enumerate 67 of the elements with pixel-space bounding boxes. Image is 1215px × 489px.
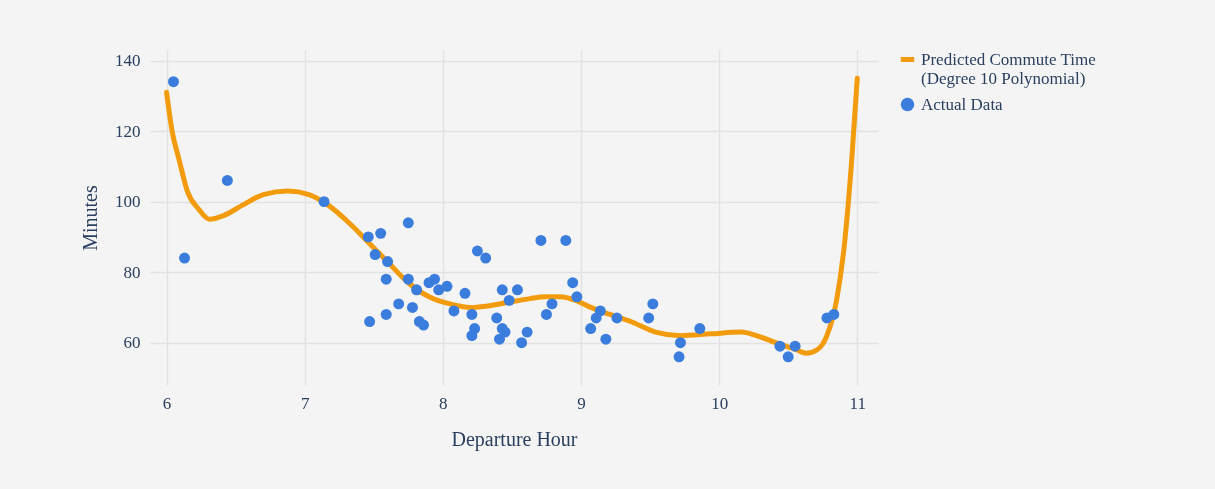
point bbox=[402, 217, 414, 229]
point bbox=[429, 273, 441, 285]
point bbox=[406, 301, 418, 313]
legend-label: Predicted Commute Time (Degree 10 Polynomial) bbox=[921, 49, 1096, 88]
point bbox=[560, 234, 572, 246]
x-tick-label: 9 bbox=[577, 393, 586, 413]
point bbox=[375, 227, 387, 239]
point bbox=[494, 333, 505, 345]
point bbox=[611, 312, 623, 324]
point bbox=[441, 280, 453, 292]
point bbox=[585, 323, 597, 335]
point bbox=[168, 76, 179, 88]
point bbox=[673, 351, 685, 363]
point bbox=[600, 333, 612, 345]
point bbox=[318, 196, 330, 208]
point bbox=[471, 245, 483, 257]
point bbox=[496, 284, 508, 296]
y-tick-label: 120 bbox=[115, 121, 141, 141]
point bbox=[535, 234, 547, 246]
point bbox=[380, 309, 392, 320]
x-tick-label: 8 bbox=[439, 393, 448, 413]
point bbox=[540, 309, 552, 320]
point bbox=[369, 249, 381, 260]
point bbox=[694, 323, 706, 335]
point bbox=[546, 298, 558, 310]
point bbox=[774, 340, 786, 352]
point bbox=[674, 337, 686, 349]
point bbox=[647, 298, 659, 310]
point bbox=[789, 340, 801, 352]
legend-label: Actual Data bbox=[921, 94, 1004, 114]
point bbox=[433, 284, 445, 296]
point bbox=[491, 312, 503, 324]
point bbox=[571, 291, 583, 303]
point bbox=[521, 326, 533, 338]
point bbox=[221, 175, 233, 186]
point bbox=[511, 284, 523, 296]
point bbox=[567, 277, 579, 289]
point bbox=[594, 305, 606, 317]
y-tick-label: 80 bbox=[123, 262, 141, 282]
point bbox=[469, 323, 481, 335]
point bbox=[364, 316, 376, 327]
point bbox=[418, 319, 429, 331]
point bbox=[643, 312, 655, 324]
point bbox=[459, 287, 471, 299]
x-axis-title: Departure Hour bbox=[451, 427, 578, 451]
point bbox=[516, 337, 528, 349]
point bbox=[828, 309, 840, 320]
point bbox=[393, 298, 405, 310]
point bbox=[480, 252, 492, 264]
point bbox=[380, 273, 392, 285]
y-tick-label: 100 bbox=[115, 192, 141, 212]
point bbox=[179, 252, 191, 264]
x-tick-label: 11 bbox=[849, 393, 866, 413]
x-tick-label: 6 bbox=[162, 393, 172, 413]
point bbox=[362, 231, 374, 243]
y-tick-label: 140 bbox=[115, 51, 141, 71]
point bbox=[782, 351, 794, 363]
point bbox=[503, 294, 515, 306]
y-tick-label: 60 bbox=[123, 333, 141, 353]
point bbox=[402, 273, 414, 285]
point bbox=[466, 309, 478, 320]
point bbox=[448, 305, 460, 317]
y-axis-title: Minutes bbox=[79, 185, 101, 251]
point bbox=[411, 284, 423, 296]
point bbox=[382, 256, 394, 268]
x-tick-label: 7 bbox=[300, 393, 310, 413]
x-tick-label: 10 bbox=[711, 393, 729, 413]
